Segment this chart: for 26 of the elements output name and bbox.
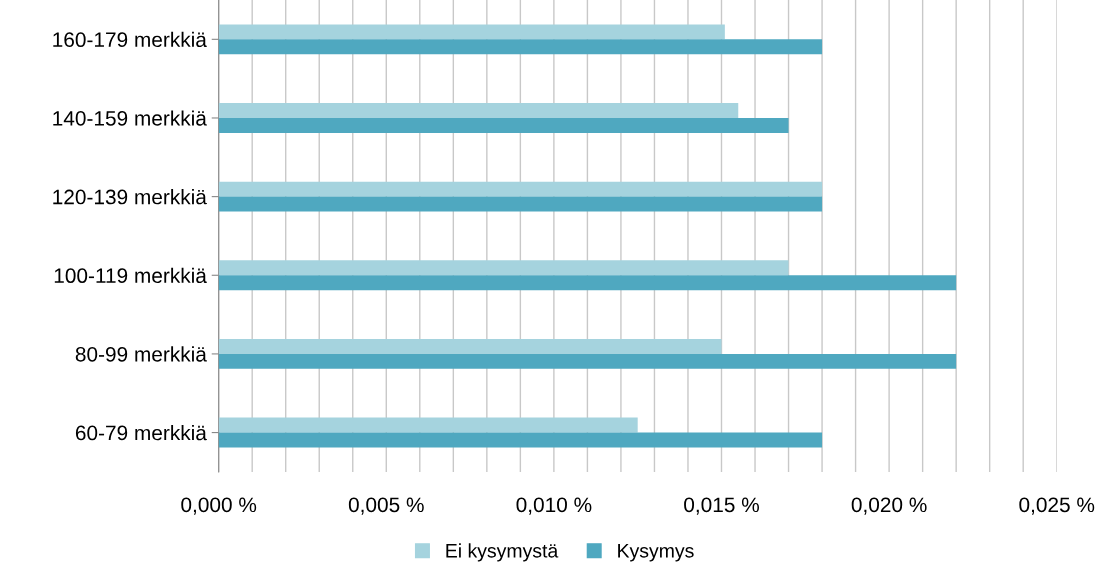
bar (218, 417, 638, 433)
bar (218, 353, 957, 369)
bar (218, 275, 957, 291)
bar (218, 117, 789, 133)
bar (218, 260, 789, 276)
bar (218, 181, 823, 197)
x-tick-label: 0,020 % (851, 497, 927, 515)
bar (218, 196, 823, 212)
x-tick-label: 0,015 % (684, 497, 759, 515)
y-tick-label: 160-179 merkkiä (53, 31, 207, 48)
bar (218, 432, 823, 448)
x-tick-label: 0,010 % (516, 497, 592, 515)
legend-label: Ei kysymystä (446, 543, 559, 562)
bar (218, 338, 722, 354)
x-tick-label: 0,000 % (181, 497, 257, 515)
x-tick-label: 0,025 % (1019, 497, 1095, 515)
y-tick-label: 80-99 merkkiä (75, 346, 207, 362)
y-tick-label: 100-119 merkkiä (54, 267, 207, 284)
y-tick-label: 120-139 merkkiä (53, 189, 207, 205)
bar (218, 103, 739, 118)
y-tick-label: 140-159 merkkiä (53, 110, 207, 126)
bar (218, 24, 725, 40)
x-tick-label: 0,005 % (348, 497, 424, 515)
legend-label: Kysymys (618, 544, 694, 562)
bar (218, 39, 823, 55)
y-tick-label: 60-79 merkkiä (75, 425, 207, 441)
